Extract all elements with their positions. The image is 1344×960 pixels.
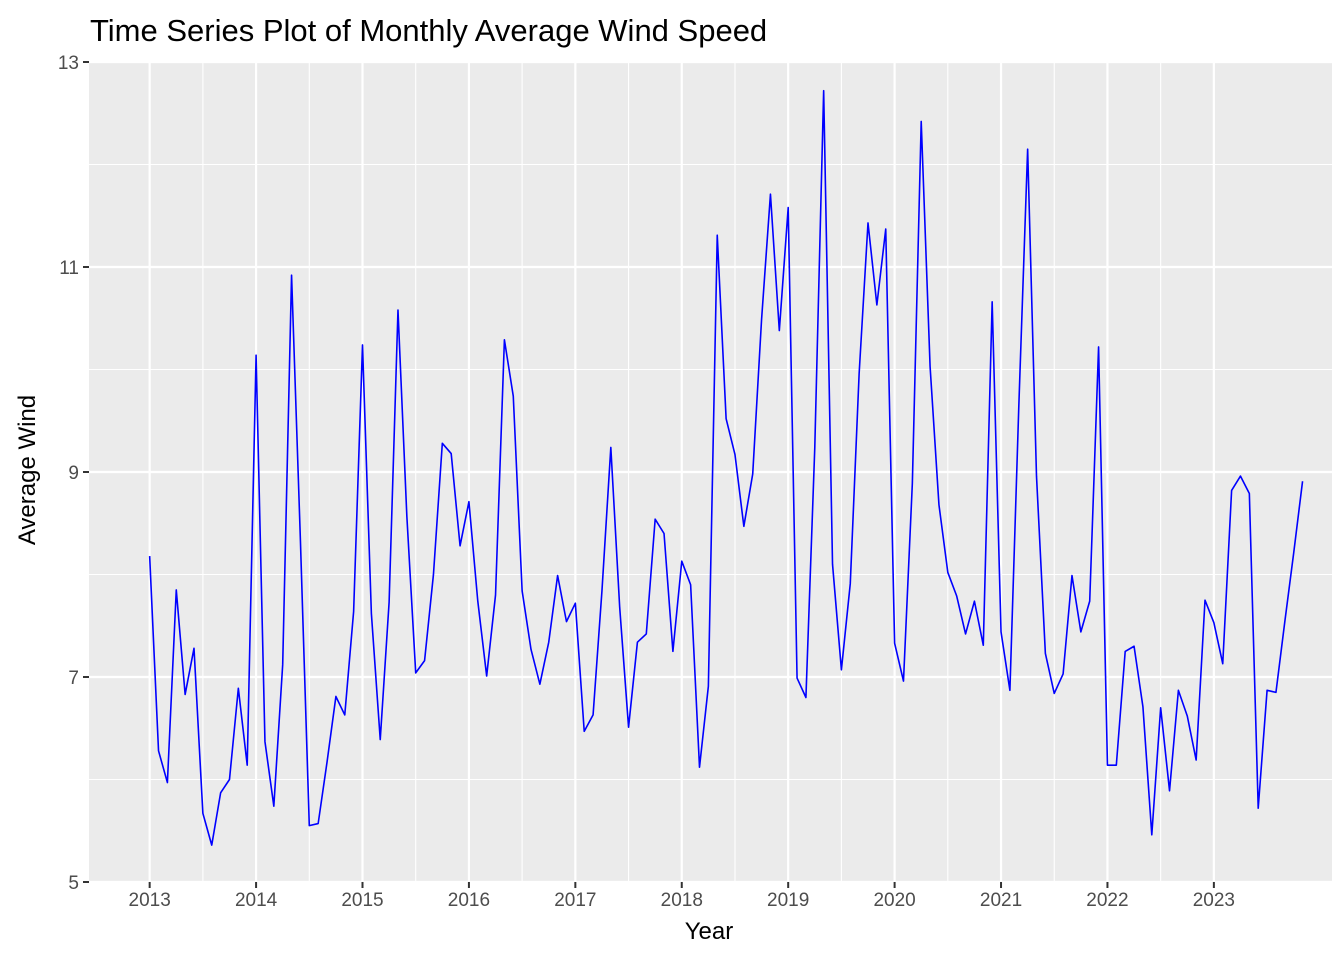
y-axis-title: Average Wind <box>14 395 41 545</box>
x-tick-label: 2021 <box>980 890 1022 911</box>
x-axis: 2013 2014 2015 2016 2017 2018 2019 2020 2021 2022… <box>129 882 1235 911</box>
y-tick-label: 9 <box>68 463 79 484</box>
y-tick-label: 7 <box>68 668 79 689</box>
chart-title: Time Series Plot of Monthly Average Wind… <box>90 13 767 48</box>
x-tick-label: 2013 <box>129 890 171 911</box>
x-tick-label: 2016 <box>448 890 490 911</box>
x-tick-label: 2018 <box>661 890 703 911</box>
y-axis: 5 7 9 11 13 <box>58 53 89 894</box>
x-tick-label: 2017 <box>554 890 596 911</box>
x-tick-label: 2019 <box>767 890 809 911</box>
x-tick-label: 2022 <box>1086 890 1128 911</box>
x-tick-label: 2023 <box>1193 890 1235 911</box>
y-tick-label: 13 <box>58 53 79 74</box>
x-axis-title: Year <box>685 918 734 945</box>
major-gridlines <box>89 60 1332 884</box>
x-tick-label: 2014 <box>235 890 278 911</box>
y-tick-label: 5 <box>68 873 79 894</box>
y-tick-label: 11 <box>59 258 79 279</box>
x-tick-label: 2020 <box>873 890 915 911</box>
wind-speed-line <box>148 89 1304 846</box>
x-tick-label: 2015 <box>341 890 383 911</box>
